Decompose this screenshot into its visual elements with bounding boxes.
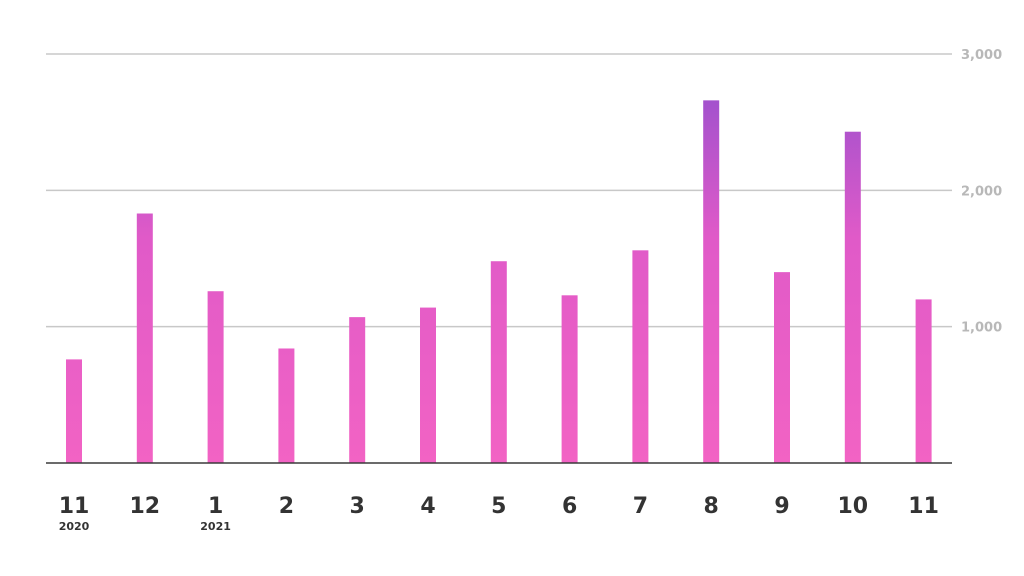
x-tick-label: 9 — [774, 494, 789, 519]
bar-11 — [844, 131, 861, 463]
x-tick-label: 4 — [420, 494, 435, 519]
x-tick-label: 7 — [633, 494, 648, 519]
bar-2 — [207, 291, 224, 463]
x-tick-label: 1 — [208, 494, 223, 519]
bar-9 — [703, 100, 720, 463]
bar-4 — [349, 317, 366, 463]
bar-12 — [915, 299, 932, 463]
x-tick-label: 5 — [491, 494, 506, 519]
bar-7 — [561, 295, 578, 463]
bar-8 — [632, 250, 649, 463]
x-tick-label: 8 — [704, 494, 719, 519]
bar-6 — [490, 261, 507, 463]
x-tick-label: 10 — [837, 494, 868, 519]
bar-10 — [774, 272, 790, 463]
x-tick-label: 6 — [562, 494, 577, 519]
y-axis-ticks: 1,000 2,000 3,000 — [961, 48, 1002, 336]
y-tick-label: 2,000 — [961, 184, 1002, 199]
bar-3 — [278, 348, 295, 463]
x-tick-year-label: 2020 — [59, 520, 90, 533]
bar-1 — [136, 213, 153, 463]
x-tick-label: 12 — [129, 494, 160, 519]
y-tick-label: 3,000 — [961, 48, 1002, 63]
bars — [66, 100, 932, 463]
bar-5 — [420, 307, 436, 463]
bar-0 — [66, 359, 82, 463]
x-tick-label: 3 — [350, 494, 365, 519]
x-tick-label: 11 — [59, 494, 90, 519]
x-tick-label: 11 — [908, 494, 939, 519]
y-tick-label: 1,000 — [961, 321, 1002, 336]
x-tick-label: 2 — [279, 494, 294, 519]
x-tick-year-label: 2021 — [200, 520, 231, 533]
